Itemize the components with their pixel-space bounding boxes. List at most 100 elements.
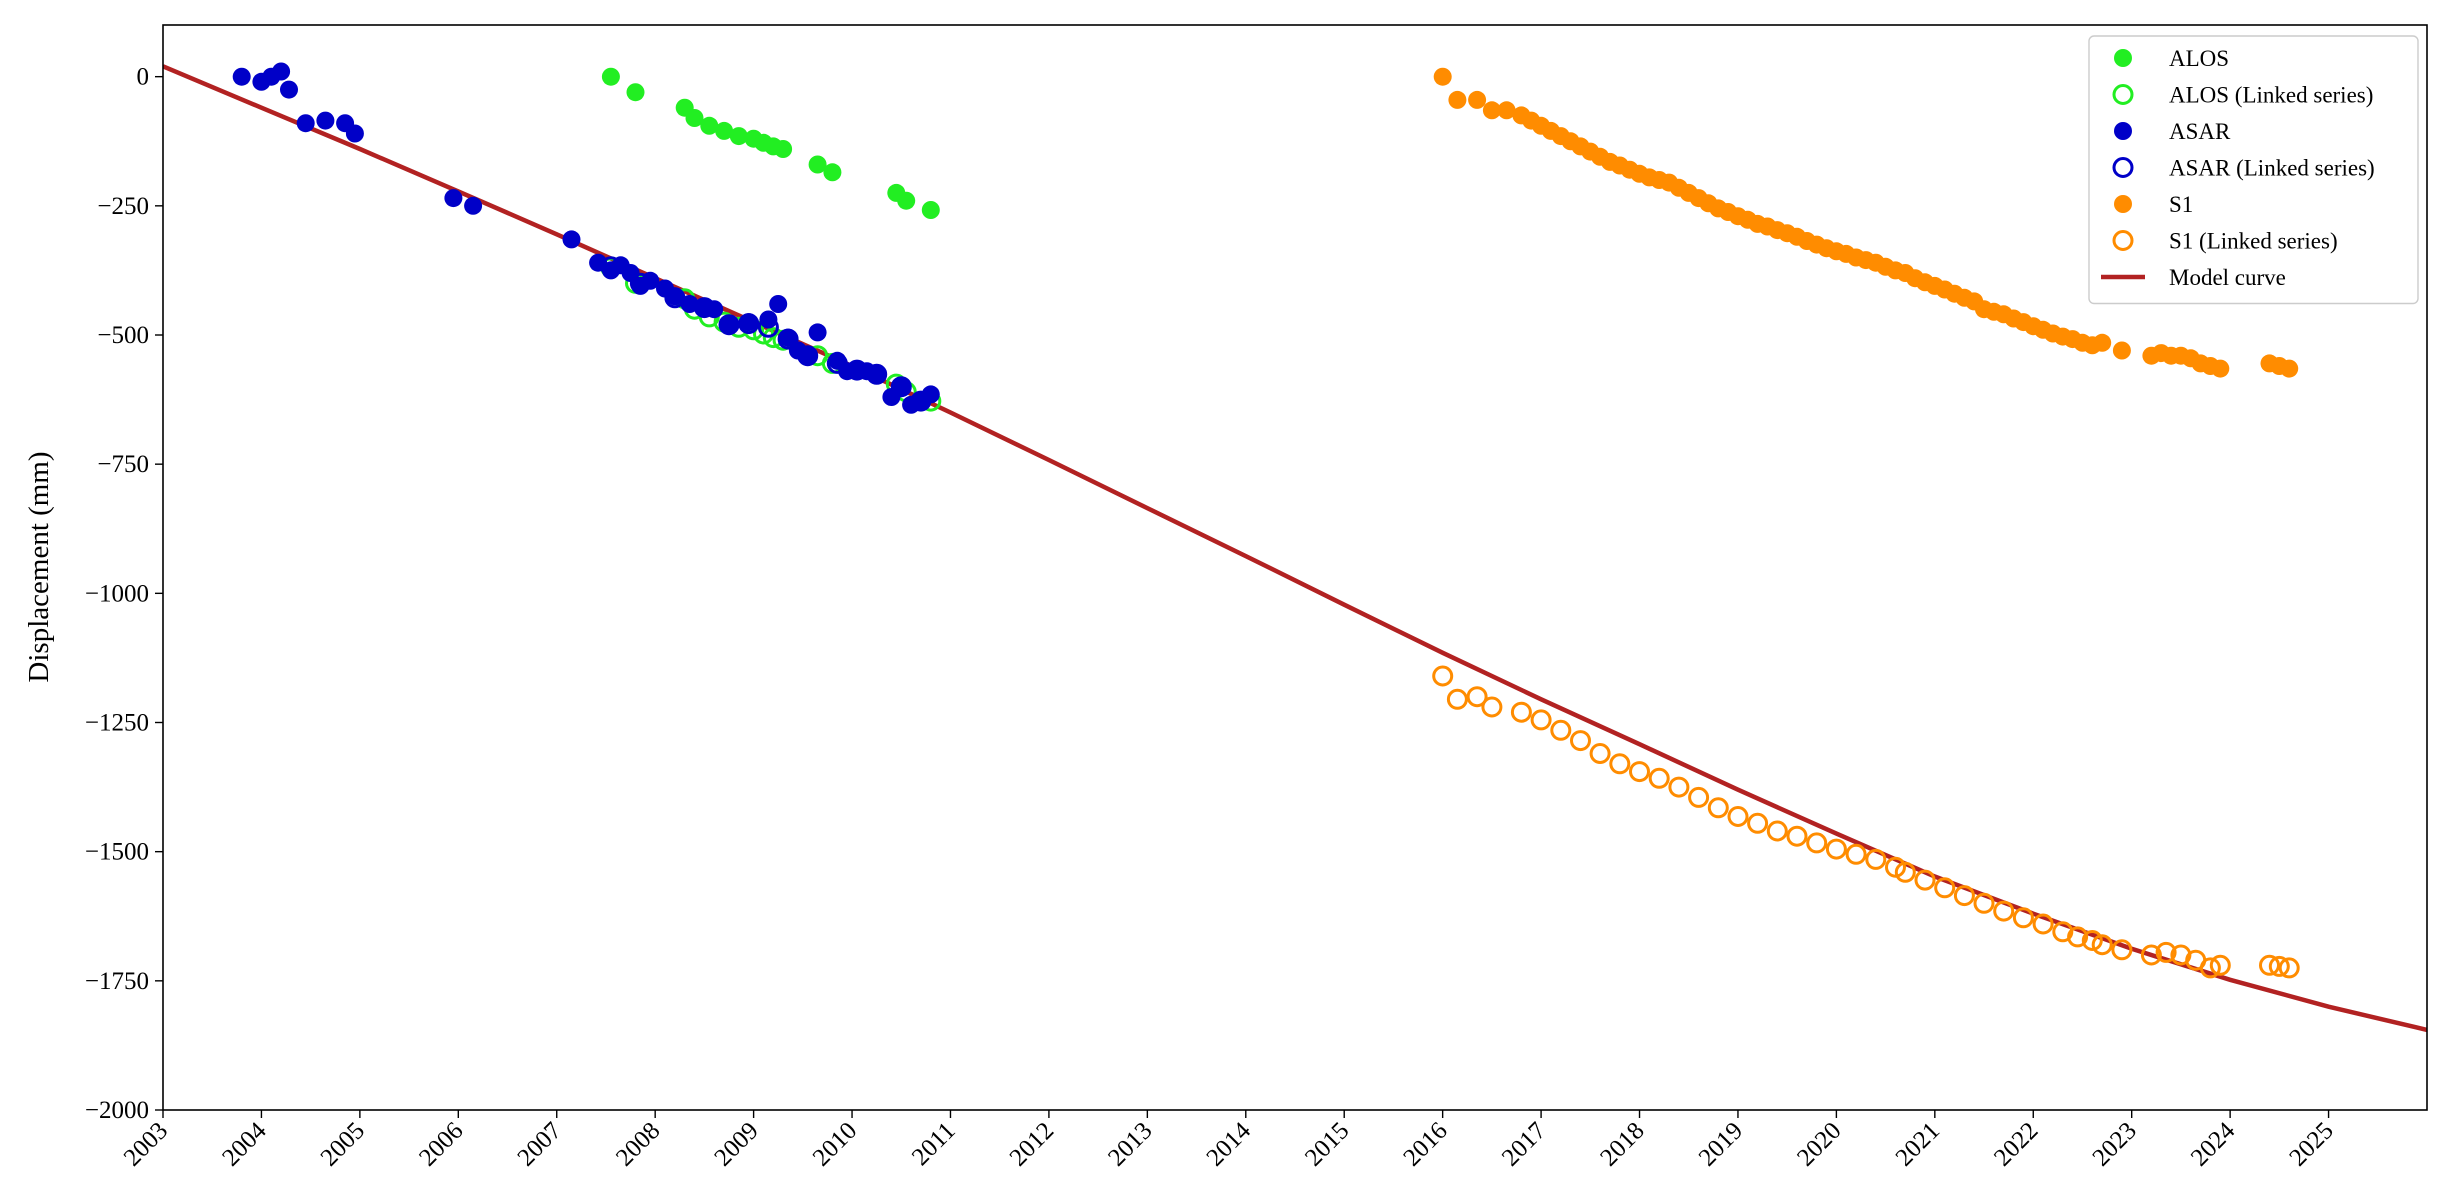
point-asar <box>867 364 886 383</box>
legend-item-asar-swatch <box>2114 122 2132 140</box>
y-tick-label: −1500 <box>85 839 149 866</box>
point-s1-linked-series <box>1530 709 1552 731</box>
point-alos <box>626 83 645 102</box>
legend-item-asar-label: ASAR <box>2169 119 2231 144</box>
point-alos <box>808 155 827 174</box>
point-s1-linked-series <box>1668 776 1690 798</box>
point-s1-linked-series <box>2140 944 2162 966</box>
y-tick-label: −500 <box>97 322 149 349</box>
point-s1-linked-series <box>1727 806 1749 827</box>
point-asar <box>444 189 463 208</box>
point-s1 <box>1433 67 1452 86</box>
point-s1 <box>1448 90 1467 109</box>
point-s1 <box>1497 101 1516 120</box>
point-s1-linked-series <box>1934 877 1956 899</box>
point-s1-linked-series <box>1446 688 1468 710</box>
point-asar <box>769 295 788 313</box>
y-tick-label: −1750 <box>85 968 149 995</box>
point-s1-linked-series <box>2067 926 2089 948</box>
point-alos <box>715 121 734 140</box>
point-asar <box>798 346 817 365</box>
legend-frame <box>2088 35 2419 305</box>
point-asar <box>562 230 581 249</box>
point-alos <box>700 116 719 135</box>
y-tick-label: −1000 <box>85 580 149 607</box>
point-asar <box>272 62 291 81</box>
point-s1-linked-series <box>1481 696 1503 718</box>
y-tick-label: 0 <box>137 64 150 91</box>
y-axis-title: Displacement (mm) <box>23 451 55 682</box>
point-s1-linked-series <box>1993 900 2015 922</box>
point-s1-linked-series <box>1806 832 1828 854</box>
point-s1-linked-series <box>1786 825 1808 847</box>
point-s1 <box>2112 341 2131 360</box>
point-asar <box>316 111 335 130</box>
legend-item-alos-linked-series-label: ALOS (Linked series) <box>2169 83 2373 108</box>
y-tick-label: −1250 <box>85 710 149 737</box>
y-tick-label: −250 <box>97 193 149 220</box>
point-s1-linked-series <box>1825 838 1847 860</box>
point-s1-linked-series <box>2278 957 2300 979</box>
point-s1-linked-series <box>2259 954 2280 976</box>
legend: ALOS ALOS (Linked series) ASAR ASAR (Linked… <box>2088 35 2419 305</box>
point-asar <box>464 196 483 215</box>
point-asar <box>720 315 738 334</box>
point-s1-linked-series <box>2199 957 2221 979</box>
point-asar <box>621 264 640 282</box>
legend-item-s1-linked-series-swatch <box>2112 230 2134 251</box>
point-s1-linked-series <box>1629 761 1650 783</box>
point-s1 <box>2211 359 2230 378</box>
point-s1-linked-series <box>2209 954 2231 976</box>
y-axis: 0 −250 −500 −750 −1000 −1250 −1500 −1750 −2000 <box>85 64 163 1124</box>
legend-item-asar-linked-series-swatch <box>2112 157 2134 178</box>
point-s1-linked-series <box>1688 786 1710 808</box>
legend-item-alos-swatch <box>2114 49 2132 67</box>
legend-item-asar-linked-series-label: ASAR (Linked series) <box>2169 156 2375 181</box>
point-s1-linked-series <box>1550 719 1572 741</box>
point-asar <box>680 295 699 313</box>
point-s1-linked-series <box>1466 686 1488 708</box>
data-points-layer <box>232 62 2300 979</box>
point-s1-linked-series <box>1894 861 1916 883</box>
legend-item-model-curve-label: Model curve <box>2169 265 2286 290</box>
legend-item-s1-label: S1 <box>2169 192 2193 217</box>
point-s1-linked-series <box>1510 701 1532 723</box>
point-s1 <box>2280 359 2299 378</box>
point-s1-linked-series <box>2081 930 2103 951</box>
plot-frame <box>162 24 2428 1111</box>
point-asar <box>296 114 315 133</box>
point-s1-linked-series <box>1570 730 1591 752</box>
point-s1-linked-series <box>1953 885 1975 907</box>
point-s1-linked-series <box>1914 869 1936 891</box>
point-asar <box>892 377 911 396</box>
point-s1-linked-series <box>2012 907 2034 929</box>
point-s1-linked-series <box>2268 955 2290 977</box>
point-asar <box>232 67 251 86</box>
point-s1-linked-series <box>1589 743 1611 764</box>
point-asar <box>280 80 298 99</box>
point-s1-linked-series <box>1432 665 1454 687</box>
legend-item-alos-label: ALOS <box>2169 46 2229 71</box>
y-tick-label: −2000 <box>85 1097 149 1124</box>
point-alos <box>601 67 620 86</box>
point-asar <box>759 310 778 329</box>
point-asar <box>705 300 724 319</box>
point-alos <box>823 163 842 182</box>
point-s1-linked-series <box>2111 939 2133 961</box>
point-s1 <box>2093 333 2112 352</box>
point-s1-linked-series <box>1766 820 1788 842</box>
point-asar <box>665 287 684 306</box>
point-s1-linked-series <box>1865 848 1887 870</box>
point-s1-linked-series <box>1973 892 1995 914</box>
point-s1 <box>1468 90 1487 109</box>
legend-item-s1-swatch <box>2114 195 2132 213</box>
point-s1-linked-series <box>1609 753 1631 775</box>
point-s1 <box>1482 101 1501 120</box>
point-s1-linked-series <box>1648 767 1670 789</box>
point-alos <box>729 127 748 146</box>
point-asar <box>641 271 660 290</box>
point-alos <box>774 140 793 158</box>
y-tick-label: −750 <box>97 451 149 478</box>
